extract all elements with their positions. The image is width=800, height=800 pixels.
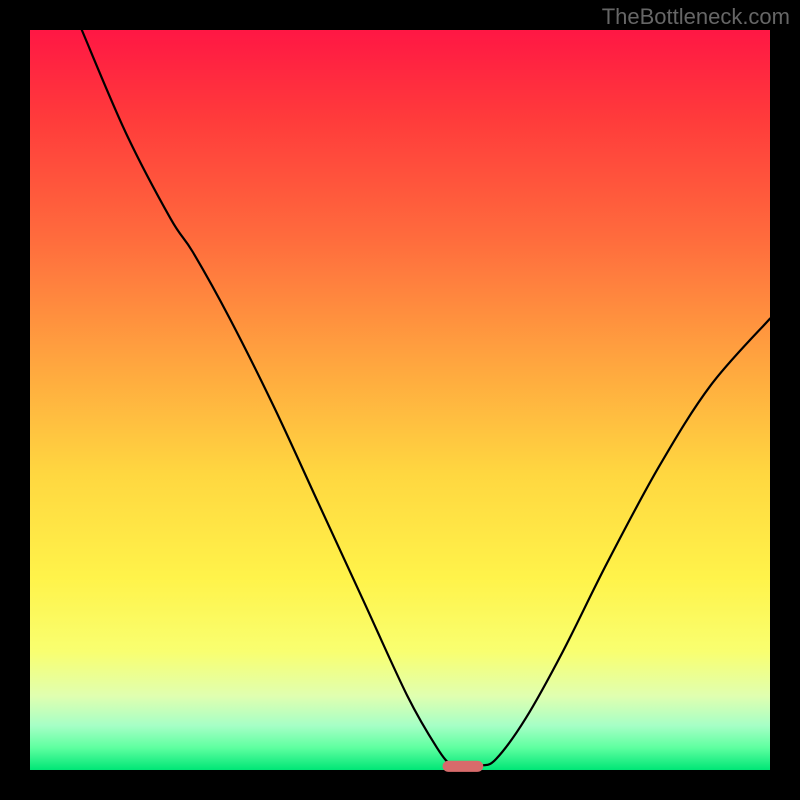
bottleneck-chart bbox=[0, 0, 800, 800]
optimal-marker bbox=[443, 761, 484, 772]
watermark-text: TheBottleneck.com bbox=[602, 4, 790, 30]
gradient-background bbox=[30, 30, 770, 770]
chart-container: TheBottleneck.com bbox=[0, 0, 800, 800]
